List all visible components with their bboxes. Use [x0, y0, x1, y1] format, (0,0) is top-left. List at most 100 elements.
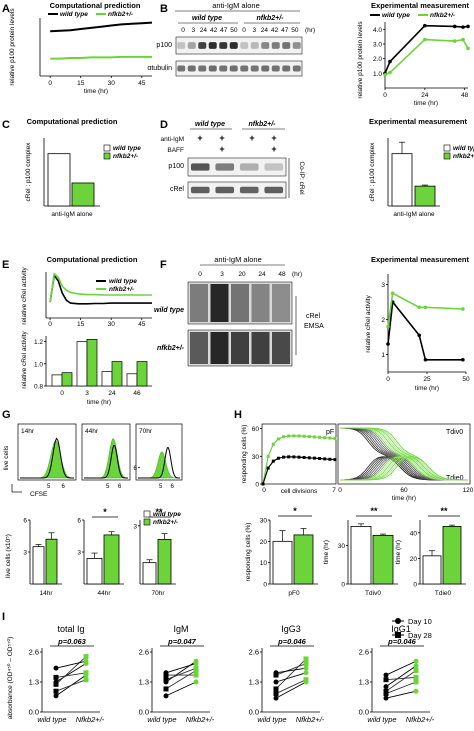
- pair-line-wt: [55, 672, 87, 678]
- tick-label: 0: [48, 80, 52, 87]
- data-point: [388, 70, 392, 75]
- p100-coip-blot: [187, 157, 287, 177]
- lane-label: 42: [210, 27, 218, 34]
- emsa-lane: [251, 332, 270, 364]
- legend-swatch: [443, 152, 451, 160]
- curve-point: [333, 436, 337, 440]
- histogram-frame: [81, 423, 131, 481]
- series-nfkb2: [384, 38, 469, 76]
- treatment-sign: +: [197, 133, 202, 143]
- panel-D-ylabel: cRel : p100 complex: [369, 142, 376, 202]
- curve-point: [282, 455, 286, 459]
- tick-label: 1.3: [359, 678, 369, 687]
- tick-label: 1: [381, 352, 385, 359]
- tick-label: 24: [421, 92, 429, 99]
- p-value: p=0.046: [387, 637, 417, 646]
- point-wt: [53, 681, 59, 687]
- pair-line-wt: [385, 681, 417, 694]
- panel-letter-E: E: [2, 259, 9, 271]
- point-wt: [383, 695, 389, 701]
- lane-label: 24: [200, 27, 208, 34]
- co-ip-label: Co-IP: cRel: [298, 161, 305, 195]
- group-label-nfkb2: Nfkb2+/-: [406, 715, 435, 724]
- tick-label: 2: [381, 317, 385, 324]
- panel-letter-F: F: [160, 259, 167, 271]
- point-nfkb2: [83, 654, 89, 660]
- tick-label: 1.3: [249, 678, 259, 687]
- curve-point: [276, 456, 280, 460]
- blot-row-label: p100: [156, 42, 172, 49]
- curve-point: [297, 455, 301, 459]
- bar-wt: [47, 153, 71, 207]
- tick-label: 2.6: [249, 648, 259, 657]
- lane-label: 42: [271, 27, 279, 34]
- legend-entry: wild type: [113, 145, 141, 152]
- band: [261, 42, 270, 49]
- group-label-nfkb2: Nfkb2+/-: [76, 715, 105, 724]
- bar-nfkb2: [372, 534, 394, 585]
- data-point: [423, 305, 428, 310]
- curve-point: [261, 482, 265, 486]
- tick-label: 3: [85, 390, 89, 397]
- histogram-frame: [135, 423, 183, 481]
- panel-E-xlabel: time (hr): [87, 399, 111, 406]
- panel-letter-I: I: [2, 611, 5, 623]
- lane-label: 0: [198, 271, 202, 278]
- series-wt: [50, 21, 153, 33]
- tick-label: 2.0: [373, 56, 382, 63]
- pair-line-wt: [165, 670, 197, 690]
- point-nfkb2: [303, 670, 309, 676]
- panel-letter-G: G: [2, 409, 11, 421]
- bar-wt: [422, 555, 442, 585]
- curve-point: [328, 457, 332, 461]
- legend-entry: nfkb2+/-: [109, 286, 134, 293]
- data-point: [383, 73, 387, 77]
- curve-point: [328, 436, 332, 440]
- subplot-title: IgG3: [281, 624, 301, 634]
- bar-nfkb2: [136, 361, 148, 387]
- curve-point: [323, 436, 327, 440]
- band: [187, 65, 196, 72]
- tick-label: 0.8: [34, 384, 43, 391]
- point-nfkb2: [413, 688, 419, 694]
- point-wt: [273, 670, 279, 676]
- panel-B-xlabel: time (hr): [414, 100, 438, 107]
- band: [239, 163, 259, 171]
- panel-H-pF-label: pF: [326, 429, 334, 436]
- band: [264, 163, 284, 171]
- bar-group-label: 44hr: [97, 590, 111, 597]
- series-wt: [387, 299, 463, 361]
- data-point: [461, 357, 465, 362]
- band: [190, 163, 210, 171]
- panel-E-ylabel-top: relative cRel activity: [21, 267, 28, 325]
- group-label: wild type: [195, 121, 225, 128]
- band: [240, 42, 249, 49]
- legend-swatch: [143, 518, 151, 526]
- legend-entry: wild type: [382, 12, 410, 19]
- group-label: nfkb2+/-: [256, 15, 284, 22]
- p100-blot: [175, 36, 303, 55]
- tick-label: 0: [338, 487, 342, 494]
- emsa-label: cRel: [306, 313, 320, 320]
- pair-line-wt: [165, 681, 197, 697]
- bar-nfkb2: [414, 185, 436, 207]
- histogram-time-label: 44hr: [85, 428, 99, 435]
- point-nfkb2: [83, 670, 89, 676]
- tick-label: 45: [138, 80, 146, 87]
- significance-mark: **: [370, 506, 378, 516]
- pair-line-wt: [275, 672, 307, 683]
- lane-label: 50: [291, 27, 299, 34]
- data-point: [452, 24, 457, 29]
- tick-label: 30: [108, 321, 116, 328]
- tick-label: 5: [159, 484, 163, 490]
- subplot-title: total Ig: [57, 624, 84, 634]
- pair-line-wt: [385, 660, 417, 676]
- legend-entry: nfkb2+/-: [453, 153, 474, 160]
- panel-F-xlabel: time (hr): [415, 385, 439, 392]
- tick-label: 46: [133, 390, 141, 397]
- band: [215, 163, 235, 171]
- curve-point: [312, 456, 316, 460]
- point-nfkb2: [303, 677, 309, 683]
- tick-label: 3: [77, 550, 81, 557]
- panel-C-title: Computational prediction: [27, 117, 118, 126]
